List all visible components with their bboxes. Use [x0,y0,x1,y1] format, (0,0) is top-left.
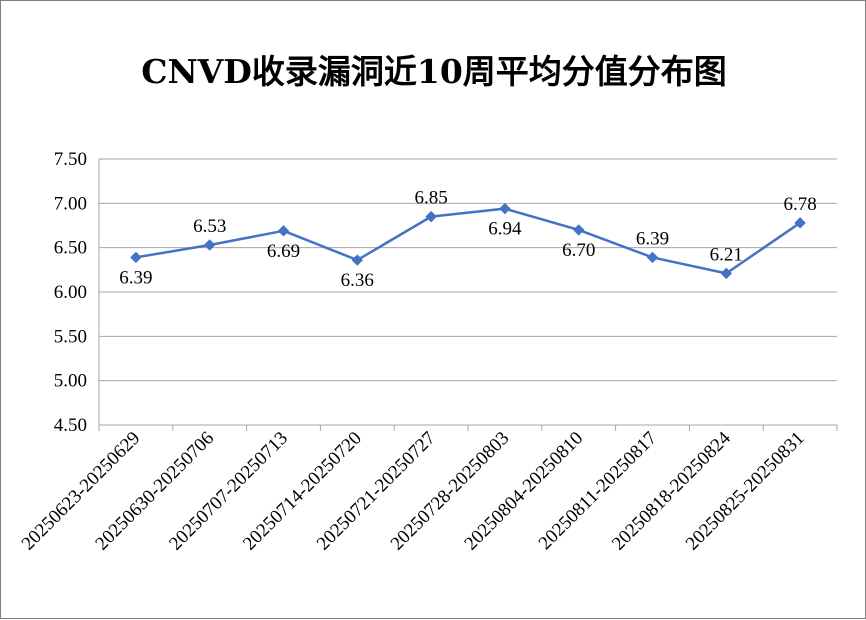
y-tick-label: 6.50 [54,238,87,259]
data-point-marker [499,202,511,215]
series-line [135,207,801,275]
data-label: 6.39 [119,267,152,288]
y-tick-label: 5.50 [54,326,87,347]
y-tick-label: 5.00 [54,371,87,392]
data-point-marker [130,251,142,264]
data-label: 6.36 [341,270,374,291]
chart-title: CNVD收录漏洞近10周平均分值分布图 [141,52,727,91]
data-label: 6.21 [710,244,743,265]
x-category-label: 20250623-20250629 [18,428,145,555]
data-point-marker [720,267,733,280]
data-point-marker [794,217,806,229]
data-point-marker [572,224,585,236]
data-label: 6.69 [267,241,300,262]
y-tick-label: 7.50 [54,149,87,170]
data-label: 6.39 [636,228,669,249]
y-tick-label: 6.00 [54,282,87,303]
data-label: 6.70 [562,240,595,261]
data-point-marker [203,239,216,251]
y-tick-label: 4.50 [54,415,87,436]
data-point-marker [351,254,364,266]
data-point-marker [646,251,659,264]
y-tick-label: 7.00 [54,193,87,214]
data-point-marker [277,225,290,237]
data-label: 6.53 [193,216,226,237]
data-label: 6.78 [783,194,816,215]
data-label: 6.94 [488,219,522,240]
data-label: 6.85 [414,188,447,209]
data-point-marker [425,210,437,223]
